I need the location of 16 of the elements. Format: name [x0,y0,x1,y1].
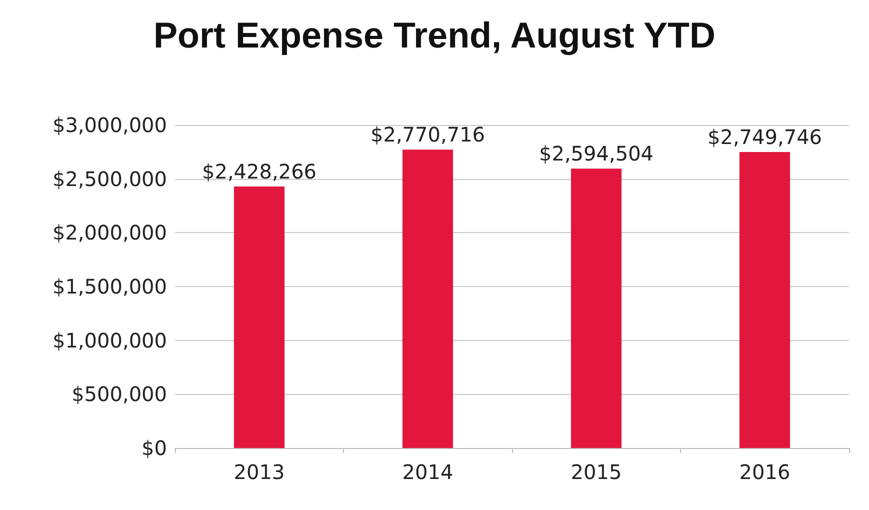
x-tick-label: 2014 [402,460,454,484]
data-label: $2,749,746 [707,124,822,149]
y-tick-label: $3,000,000 [52,113,167,137]
y-tick-label: $0 [142,436,167,460]
y-tick-label: $500,000 [72,382,167,406]
chart-title: Port Expense Trend, August YTD [153,14,716,56]
x-tick-label: 2013 [234,460,285,484]
y-tick-label: $1,000,000 [52,328,167,352]
y-tick-label: $1,500,000 [52,274,167,298]
x-tick-label: 2016 [739,460,790,484]
data-label: $2,594,504 [538,142,654,166]
x-tick-label: 2015 [570,460,622,484]
y-tick-label: $2,500,000 [52,166,167,191]
data-label: $2,770,716 [370,122,486,147]
y-tick-label: $2,000,000 [52,220,167,245]
data-label: $2,428,266 [202,160,317,184]
